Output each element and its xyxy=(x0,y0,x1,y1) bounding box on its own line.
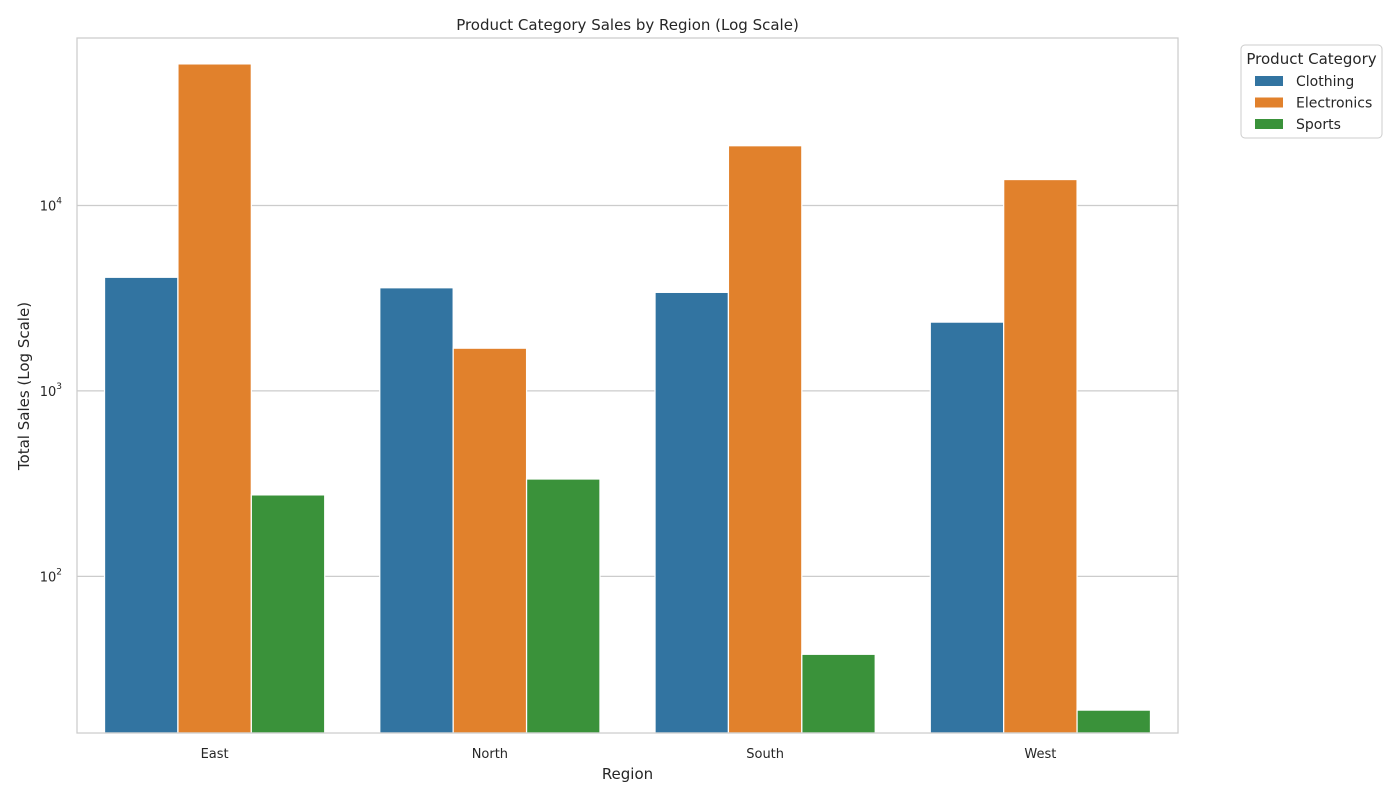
legend: Product Category Clothing Electronics Spor… xyxy=(1240,44,1383,139)
bar-north-clothing xyxy=(379,287,454,734)
bars xyxy=(103,63,1152,734)
x-tick-label: North xyxy=(472,747,508,762)
legend-label-electronics: Electronics xyxy=(1296,96,1372,112)
x-tick-label: East xyxy=(201,747,229,762)
legend-label-clothing: Clothing xyxy=(1296,74,1354,90)
bar-south-electronics xyxy=(727,145,803,734)
x-axis-label: Region xyxy=(602,765,653,783)
x-tick-label: South xyxy=(746,747,784,762)
bar-south-clothing xyxy=(654,291,730,734)
legend-frame xyxy=(1240,44,1383,139)
y-tick-labels: 102 103 104 xyxy=(40,196,63,585)
bar-west-sports xyxy=(1076,709,1152,734)
bar-east-sports xyxy=(250,494,326,734)
bar-west-electronics xyxy=(1003,178,1078,734)
legend-label-sports: Sports xyxy=(1296,117,1341,133)
plot-frame xyxy=(76,37,1179,734)
x-tick-labels: East North South West xyxy=(201,747,1057,762)
bar-north-sports xyxy=(525,478,601,734)
chart-title: Product Category Sales by Region (Log Sc… xyxy=(456,16,799,34)
y-axis-label: Total Sales (Log Scale) xyxy=(15,302,33,471)
legend-swatch-clothing xyxy=(1255,76,1283,86)
legend-swatch-electronics xyxy=(1255,97,1283,108)
legend-title: Product Category xyxy=(1246,50,1376,68)
bar-west-clothing xyxy=(929,321,1005,734)
bar-north-electronics xyxy=(452,347,528,734)
bar-east-clothing xyxy=(103,276,179,734)
x-tick-label: West xyxy=(1024,747,1056,762)
bar-east-electronics xyxy=(177,63,252,734)
y-tick-label: 104 xyxy=(40,196,63,214)
y-tick-label: 103 xyxy=(40,382,62,400)
legend-items: Clothing Electronics Sports xyxy=(1255,74,1372,133)
legend-swatch-sports xyxy=(1255,119,1283,129)
y-tick-label: 102 xyxy=(40,567,62,585)
bar-south-sports xyxy=(801,653,876,734)
